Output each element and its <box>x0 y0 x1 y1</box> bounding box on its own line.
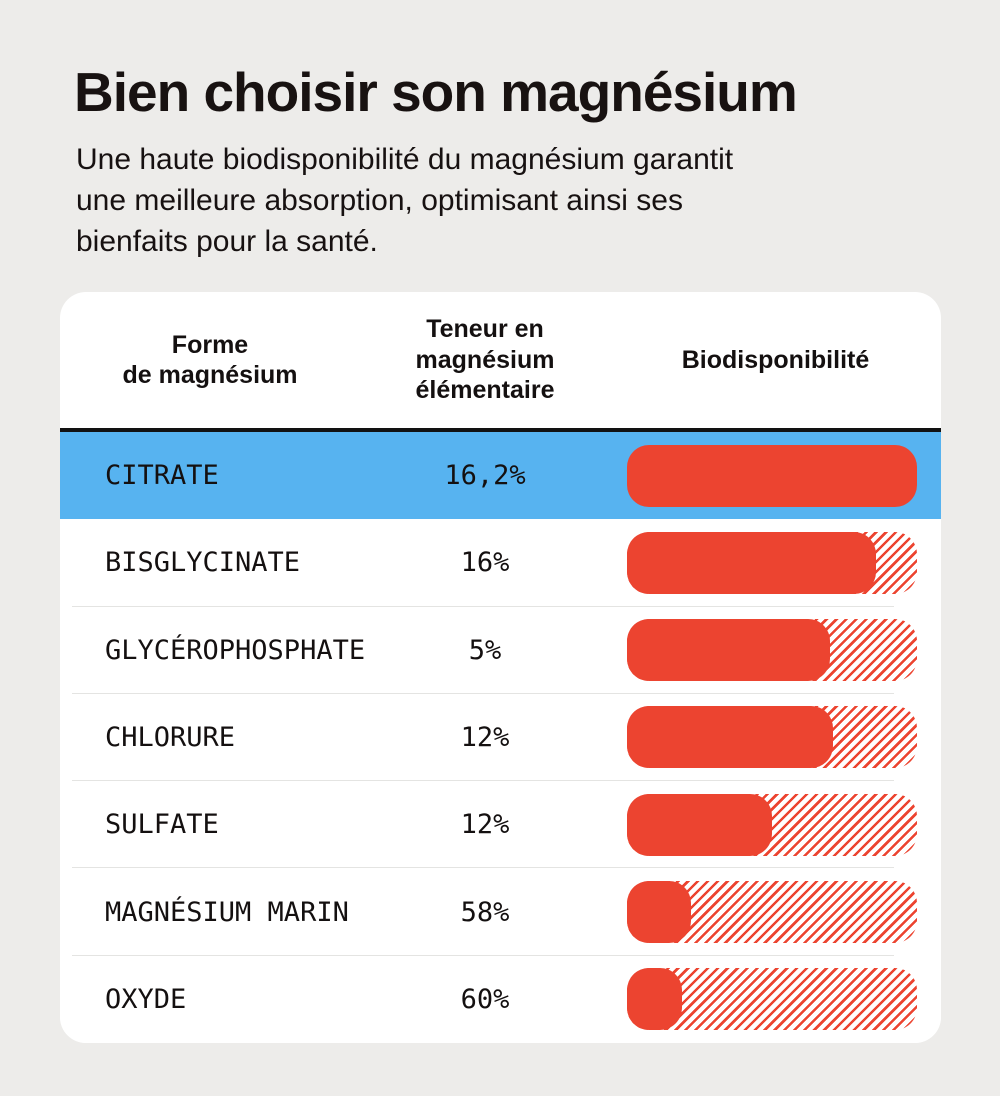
page-subtitle: Une haute biodisponibilité du magnésium … <box>76 143 734 258</box>
magnesium-form-label: MAGNÉSIUM MARIN <box>105 896 349 928</box>
table-row: CHLORURE 12% <box>60 693 941 783</box>
bar-track <box>627 706 917 769</box>
bioavailability-bar <box>610 968 941 1031</box>
bar-track <box>627 444 917 507</box>
elemental-content-value: 60% <box>460 983 510 1015</box>
magnesium-form-label: CITRATE <box>105 460 219 492</box>
bioavailability-bar <box>610 444 941 507</box>
elemental-content-value: 58% <box>460 896 510 928</box>
bioavailability-bar <box>610 793 941 856</box>
table-row: BISGLYCINATE 16% <box>60 519 941 608</box>
bioavailability-bar <box>610 531 941 594</box>
bar-track <box>627 531 917 594</box>
table-row: GLYCÉROPHOSPHATE 5% <box>60 606 941 696</box>
bioavailability-bar <box>610 881 941 944</box>
magnesium-form-label: CHLORURE <box>105 721 236 753</box>
column-header-forme: Forme de magnésium <box>122 330 298 390</box>
table-row: MAGNÉSIUM MARIN 58% <box>60 868 941 957</box>
bar-fill <box>627 793 772 856</box>
table-row: OXYDE 60% <box>60 955 941 1043</box>
bar-track <box>627 881 917 944</box>
column-header-teneur: Teneur en magnésium élémentaire <box>415 315 555 405</box>
bar-fill <box>627 881 691 944</box>
bar-fill <box>627 968 683 1031</box>
column-header-biodisponibilite: Biodisponibilité <box>681 345 870 374</box>
elemental-content-value: 12% <box>460 721 510 753</box>
bar-fill <box>627 531 877 594</box>
bar-track <box>627 793 917 856</box>
table-header: Forme de magnésium Teneur en magnésium é… <box>60 292 941 428</box>
elemental-content-value: 16% <box>460 547 510 579</box>
magnesium-form-label: BISGLYCINATE <box>105 547 301 579</box>
table-body: CITRATE 16,2% BISGLYCINATE 16% GLYCÉROPH… <box>60 428 941 1043</box>
elemental-content-value: 5% <box>468 634 502 666</box>
elemental-content-value: 16,2% <box>444 460 526 492</box>
bar-fill <box>627 619 830 682</box>
elemental-content-value: 12% <box>460 809 510 841</box>
magnesium-form-label: SULFATE <box>105 809 219 841</box>
table-row: SULFATE 12% <box>60 781 941 870</box>
bioavailability-bar <box>610 706 941 769</box>
comparison-table-card: Forme de magnésium Teneur en magnésium é… <box>60 292 941 1043</box>
bar-track <box>627 619 917 682</box>
bar-track <box>627 968 917 1031</box>
magnesium-form-label: GLYCÉROPHOSPHATE <box>105 634 366 666</box>
bar-fill <box>627 444 917 507</box>
bar-fill <box>627 706 833 769</box>
magnesium-form-label: OXYDE <box>105 983 187 1015</box>
page-title: Bien choisir son magnésium <box>74 61 798 123</box>
bioavailability-bar <box>610 619 941 682</box>
table-row: CITRATE 16,2% <box>60 428 941 520</box>
